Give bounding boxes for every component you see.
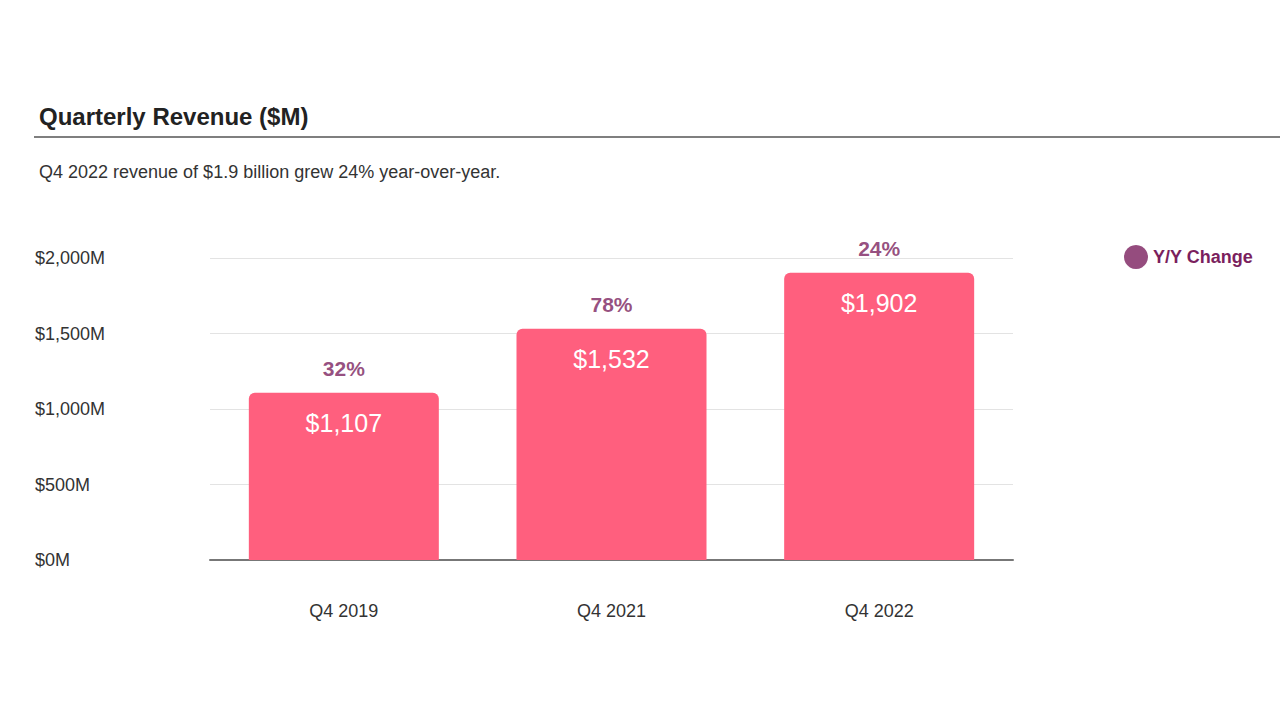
- svg-text:$1,532: $1,532: [573, 345, 649, 373]
- svg-text:$1,902: $1,902: [841, 289, 917, 317]
- svg-text:$1,000M: $1,000M: [35, 399, 105, 419]
- svg-text:Q4 2021: Q4 2021: [577, 601, 646, 621]
- svg-text:32%: 32%: [323, 357, 365, 380]
- svg-text:$500M: $500M: [35, 475, 90, 495]
- svg-text:$1,107: $1,107: [306, 409, 382, 437]
- svg-text:Q4 2019: Q4 2019: [309, 601, 378, 621]
- svg-text:Q4 2022: Q4 2022: [845, 601, 914, 621]
- svg-text:Y/Y Change: Y/Y Change: [1153, 247, 1253, 267]
- svg-text:Quarterly Revenue ($M): Quarterly Revenue ($M): [39, 103, 308, 130]
- svg-text:$0M: $0M: [35, 550, 70, 570]
- svg-text:$2,000M: $2,000M: [35, 248, 105, 268]
- svg-text:Q4 2022 revenue of $1.9 billio: Q4 2022 revenue of $1.9 billion grew 24%…: [39, 162, 500, 182]
- svg-text:$1,500M: $1,500M: [35, 324, 105, 344]
- svg-text:24%: 24%: [858, 237, 900, 260]
- svg-text:78%: 78%: [590, 293, 632, 316]
